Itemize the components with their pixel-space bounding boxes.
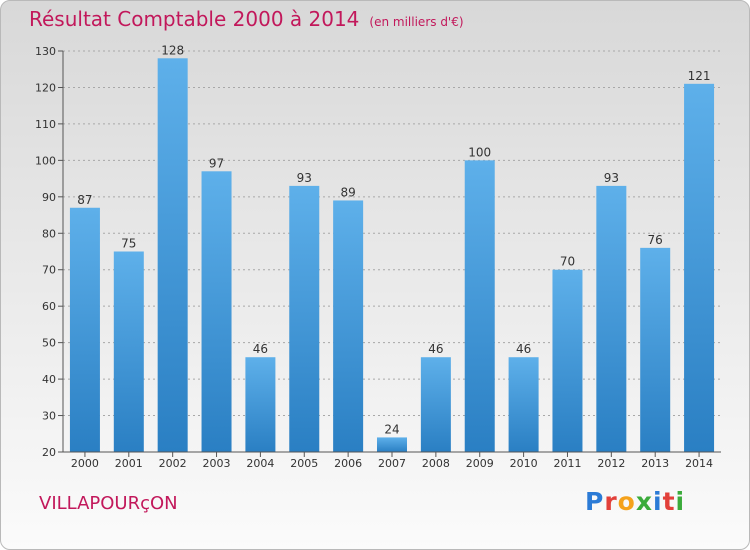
chart-subtitle: (en milliers d'€) (369, 15, 464, 29)
y-tick-label: 50 (42, 337, 56, 350)
bar-value-label: 87 (77, 193, 92, 207)
bar-value-label: 128 (161, 43, 184, 57)
bar-2010 (508, 357, 539, 452)
y-tick-label: 120 (35, 81, 56, 94)
x-tick-label: 2008 (422, 457, 450, 470)
x-tick-label: 2003 (203, 457, 231, 470)
bar-2007 (377, 437, 407, 452)
y-tick-label: 30 (42, 410, 56, 423)
x-tick-label: 2002 (159, 457, 187, 470)
commune-name: VILLAPOURçON (39, 493, 178, 514)
x-tick-label: 2011 (553, 457, 581, 470)
y-tick-label: 100 (35, 154, 56, 167)
bar-2005 (289, 185, 320, 452)
bar-value-label: 46 (516, 342, 531, 356)
chart-title: Résultat Comptable 2000 à 2014 (en millie… (29, 7, 464, 31)
x-tick-label: 2007 (378, 457, 406, 470)
bar-2014 (684, 83, 715, 453)
bar-2008 (420, 357, 451, 452)
y-tick-label: 70 (42, 264, 56, 277)
bar-value-label: 121 (688, 69, 711, 83)
y-tick-label: 80 (42, 227, 56, 240)
bar-value-label: 76 (648, 233, 663, 247)
x-tick-label: 2010 (510, 457, 538, 470)
bar-2009 (464, 160, 495, 452)
bar-value-label: 70 (560, 255, 575, 269)
bar-value-label: 24 (384, 422, 399, 436)
y-tick-label: 90 (42, 191, 56, 204)
bar-value-label: 97 (209, 156, 224, 170)
y-tick-label: 110 (35, 118, 56, 131)
bar-2013 (640, 247, 671, 452)
x-tick-label: 2013 (641, 457, 669, 470)
bar-value-label: 75 (121, 237, 136, 251)
bar-value-label: 46 (253, 342, 268, 356)
x-tick-label: 2004 (246, 457, 274, 470)
x-tick-label: 2000 (71, 457, 99, 470)
x-tick-label: 2001 (115, 457, 143, 470)
y-tick-label: 20 (42, 446, 56, 459)
bar-value-label: 46 (428, 342, 443, 356)
proxiti-logo: Proxiti (585, 487, 686, 516)
y-tick-label: 60 (42, 300, 56, 313)
bar-2002 (157, 58, 188, 453)
bar-value-label: 89 (340, 185, 355, 199)
y-tick-label: 40 (42, 373, 56, 386)
x-tick-label: 2009 (466, 457, 494, 470)
bar-2001 (113, 251, 144, 452)
bar-2000 (69, 207, 100, 452)
x-tick-label: 2014 (685, 457, 713, 470)
x-tick-label: 2006 (334, 457, 362, 470)
bar-2012 (596, 185, 627, 452)
y-tick-label: 130 (35, 45, 56, 58)
bar-value-label: 93 (297, 171, 312, 185)
x-tick-label: 2012 (597, 457, 625, 470)
bar-value-label: 93 (604, 171, 619, 185)
bar-2011 (552, 269, 583, 452)
x-tick-label: 2005 (290, 457, 318, 470)
bar-2004 (245, 357, 276, 452)
bar-2006 (333, 200, 364, 452)
bar-2003 (201, 171, 232, 453)
bar-value-label: 100 (468, 145, 491, 159)
